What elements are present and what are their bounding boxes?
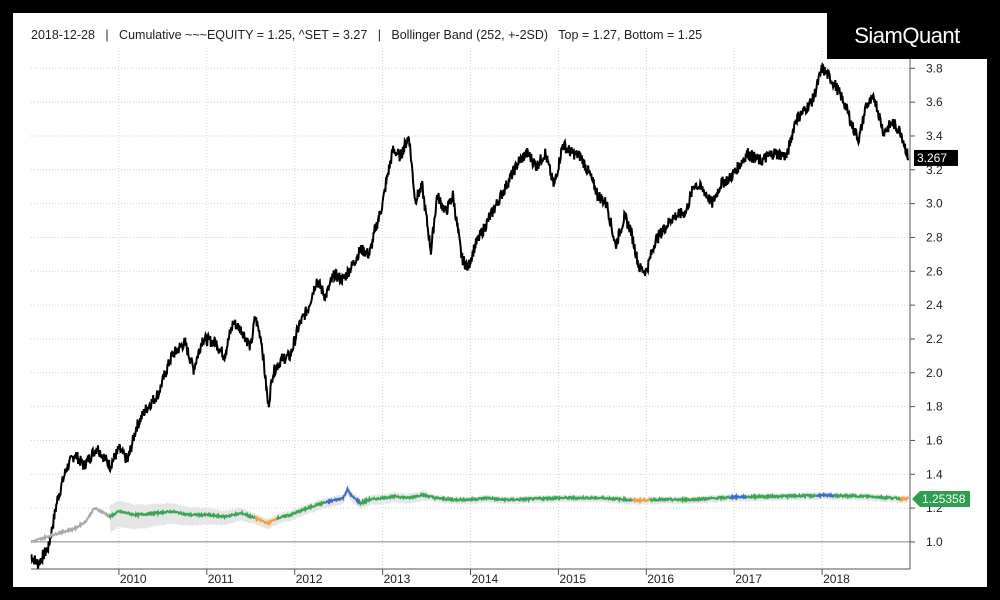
y-tick-label: 2.4 bbox=[926, 298, 943, 312]
equity-series-line bbox=[632, 496, 652, 504]
x-tick-label: 2016 bbox=[647, 572, 674, 586]
equity-series-line bbox=[30, 507, 111, 544]
y-tick-label: 3.0 bbox=[926, 197, 943, 211]
x-tick-label: 2015 bbox=[559, 572, 586, 586]
y-tick-label: 3.2 bbox=[926, 163, 943, 177]
equity-last-value-tag bbox=[912, 490, 970, 507]
siamquant-logo: SiamQuant bbox=[827, 13, 987, 59]
set-last-value: 3.267 bbox=[917, 151, 947, 165]
equity-series-line bbox=[254, 514, 278, 527]
equity-series-line bbox=[833, 492, 902, 502]
equity-series-line bbox=[899, 495, 910, 502]
y-tick-label: 1.8 bbox=[926, 400, 943, 414]
header-separator: | bbox=[105, 28, 109, 42]
header-separator: | bbox=[377, 28, 381, 42]
equity-series-line bbox=[816, 491, 836, 499]
set-series-line bbox=[30, 61, 910, 570]
equity-series-line bbox=[359, 491, 634, 507]
x-tick-label: 2010 bbox=[120, 572, 147, 586]
x-tick-label: 2013 bbox=[384, 572, 411, 586]
header-band-label: Top = 1.27, Bottom = 1.25 bbox=[558, 28, 703, 42]
y-tick-label: 1.6 bbox=[926, 433, 943, 447]
header-indicator-label: Bollinger Band (252, +-2SD) bbox=[391, 28, 549, 42]
equity-series-line bbox=[728, 492, 748, 501]
y-tick-label: 3.4 bbox=[926, 129, 943, 143]
equity-series-line bbox=[746, 492, 819, 501]
equity-series-line bbox=[649, 494, 731, 504]
x-tick-label: 2014 bbox=[472, 572, 499, 586]
x-tick-label: 2012 bbox=[296, 572, 323, 586]
chart-frame: 1.0 1.2 1.4 1.6 1.8 2.0 2.2 2.4 2.6 2.8 3.0 3.2 3.4 3… bbox=[13, 13, 987, 587]
y-tick-label: 2.6 bbox=[926, 264, 943, 278]
x-tick-label: 2018 bbox=[823, 572, 850, 586]
equity-series-line bbox=[108, 508, 256, 521]
header-date: 2018-12-28 bbox=[31, 28, 95, 42]
y-tick-label: 2.8 bbox=[926, 230, 943, 244]
y-tick-label: 3.6 bbox=[926, 95, 943, 109]
x-tick-label: 2011 bbox=[208, 572, 234, 586]
y-tick-label: 1.4 bbox=[926, 467, 943, 481]
equity-series-line bbox=[324, 485, 361, 506]
y-tick-label: 2.0 bbox=[926, 366, 943, 380]
x-tick-label: 2017 bbox=[735, 572, 762, 586]
y-tick-label: 3.8 bbox=[926, 61, 943, 75]
y-tick-label: 2.2 bbox=[926, 332, 943, 346]
y-tick-label: 1.0 bbox=[926, 535, 943, 549]
equity-series-line bbox=[275, 500, 326, 521]
chart-header: 2018-12-28 | Cumulative ~~~EQUITY = 1.25… bbox=[31, 28, 702, 42]
chart-plot[interactable]: 1.01.21.41.61.82.02.22.42.62.83.03.23.43… bbox=[13, 13, 987, 587]
header-series-label: Cumulative ~~~EQUITY = 1.25, ^SET = 3.27 bbox=[119, 28, 368, 42]
equity-last-value: 1.25358 bbox=[922, 492, 966, 506]
bollinger-band bbox=[110, 484, 909, 534]
set-last-value-tag bbox=[914, 149, 958, 166]
